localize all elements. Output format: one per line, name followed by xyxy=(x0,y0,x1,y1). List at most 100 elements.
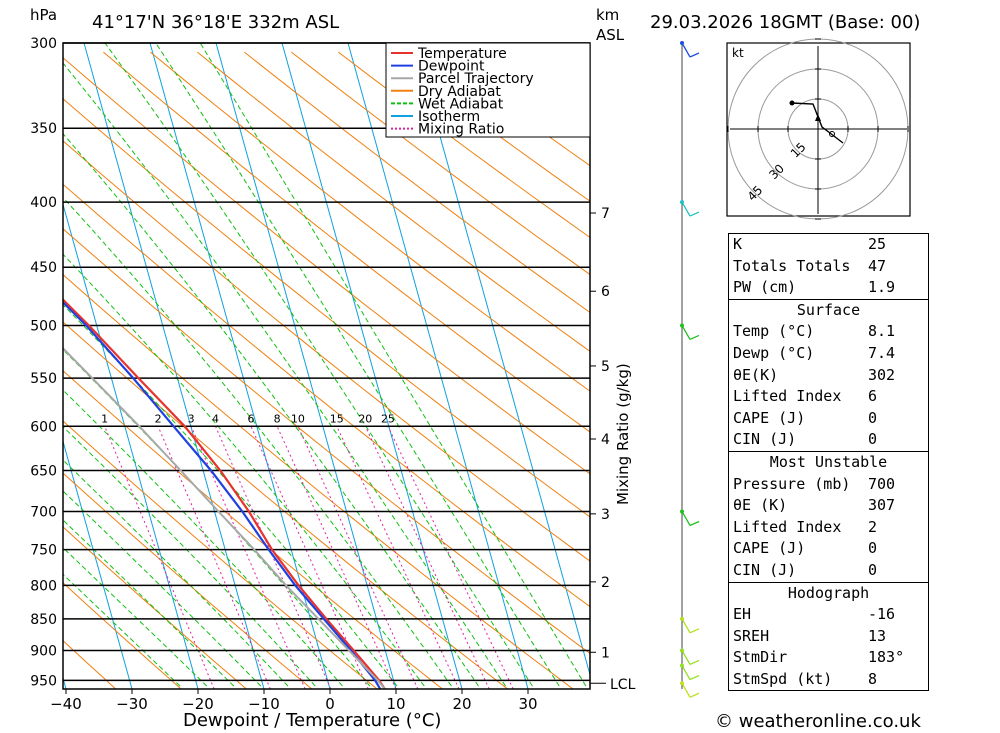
wind-barb-staff xyxy=(681,201,691,217)
pressure-tick-label: 350 xyxy=(30,121,57,137)
pressure-tick-label: 750 xyxy=(30,543,57,559)
hodograph-storm-marker xyxy=(829,131,835,137)
hodo-row: StmSpd (kt) 8 xyxy=(733,669,878,688)
hodo-row: StmDir 183° xyxy=(733,648,905,667)
km-tick-label: 6 xyxy=(601,284,610,300)
isotherm-line xyxy=(63,202,199,689)
dry-adiabat-line xyxy=(338,51,590,239)
wind-barb xyxy=(680,200,700,217)
wind-barb-staff xyxy=(681,665,691,680)
hodograph-storm-arrow xyxy=(815,114,821,121)
temperature-tick-label: 20 xyxy=(452,695,471,713)
pressure-tick-label: 950 xyxy=(30,673,57,689)
temperature-tick-label: −20 xyxy=(182,695,214,713)
mixing-ratio-label: 4 xyxy=(212,412,219,425)
legend-entry: Wet Adiabat xyxy=(418,96,504,112)
wind-barb xyxy=(680,509,700,527)
wind-barb-flag xyxy=(689,334,700,341)
mixing-ratio-label: 1 xyxy=(101,412,108,425)
pressure-tick-label: 800 xyxy=(30,578,57,594)
wind-barb-flag xyxy=(689,211,700,217)
isotherm-line xyxy=(83,43,265,689)
wind-barb xyxy=(680,41,700,58)
asl-label: ASL xyxy=(596,26,625,44)
wind-barb-staff xyxy=(681,650,691,665)
wind-barb xyxy=(680,663,700,681)
dry-adiabat-line xyxy=(63,420,378,689)
location-title: 41°17'N 36°18'E 332m ASL xyxy=(92,12,339,33)
dry-adiabat-line xyxy=(63,639,117,689)
isotherm-line xyxy=(149,43,331,689)
wind-barb-flag xyxy=(689,659,700,666)
surface-row: CIN (J) 0 xyxy=(733,430,878,449)
dry-adiabat-line xyxy=(150,51,590,392)
wind-barb-flag xyxy=(689,674,700,681)
pressure-tick-label: 650 xyxy=(30,464,57,480)
pressure-tick-label: 400 xyxy=(30,195,57,211)
dry-adiabat-line xyxy=(63,370,443,689)
most-unstable-title: Most Unstable xyxy=(729,450,928,474)
hodo-row: SREH 13 xyxy=(733,626,887,645)
dry-adiabat-line xyxy=(197,51,590,352)
legend-entry: Isotherm xyxy=(418,109,480,125)
dry-adiabat-line xyxy=(63,274,574,689)
pressure-tick-label: 550 xyxy=(30,371,57,387)
wind-barb xyxy=(680,648,700,666)
hodograph-trace xyxy=(791,102,844,144)
km-axis: 1 2 3 4 5 6 7 xyxy=(590,206,610,684)
km-tick-label: 4 xyxy=(601,432,610,448)
hodograph-table-title: Hodograph xyxy=(729,581,928,605)
legend-entry: Mixing Ratio xyxy=(418,122,504,138)
mu-row: CIN (J) 0 xyxy=(733,560,878,579)
temperature-tick-label: −30 xyxy=(116,695,148,713)
x-axis-label: Dewpoint / Temperature (°C) xyxy=(183,710,441,731)
surface-row: Lifted Index 6 xyxy=(733,387,878,406)
sounding-profiles xyxy=(63,298,386,689)
wet-adiabat-line xyxy=(199,43,587,687)
wind-barb xyxy=(680,616,700,634)
copyright-footer: © weatheronline.co.uk xyxy=(715,711,921,732)
isotherm-line xyxy=(63,439,133,689)
mixing-ratio-label: 10 xyxy=(291,412,305,425)
isobar-lines xyxy=(63,42,590,682)
dry-adiabat-line xyxy=(63,57,590,475)
km-tick-label: 1 xyxy=(601,645,610,661)
mixing-ratio-label: 20 xyxy=(358,412,372,425)
mu-row: θE (K) 307 xyxy=(733,496,896,515)
surface-title: Surface xyxy=(729,298,928,322)
wet-adiabat-line xyxy=(155,43,560,687)
indices-table: K 25 Totals Totals 47 PW (cm) 1.9 Surface T… xyxy=(728,233,929,692)
mixing-ratio-line xyxy=(364,426,490,689)
pressure-tick-label: 700 xyxy=(30,504,57,520)
temperature-tick-label: 10 xyxy=(386,695,405,713)
isotherm-line xyxy=(347,43,529,689)
surface-row: θE(K) 302 xyxy=(733,365,896,384)
pressure-tick-label: 300 xyxy=(30,36,57,52)
temperature-tick-label: −40 xyxy=(50,695,82,713)
isotherm-line xyxy=(413,43,590,677)
wind-barb-staff xyxy=(681,618,691,634)
km-label: km xyxy=(596,6,619,24)
dry-adiabat-line xyxy=(63,228,590,655)
temperature-tick-label: 30 xyxy=(518,695,537,713)
legend-entry: Temperature xyxy=(417,46,507,62)
hodo-row: EH -16 xyxy=(733,605,896,624)
mixing-ratio-line xyxy=(336,426,460,689)
mixing-ratio-label: 25 xyxy=(381,412,395,425)
hodograph-end-dot xyxy=(789,100,795,106)
legend-box xyxy=(385,42,591,138)
dry-adiabat-line xyxy=(103,51,590,433)
mu-row: CAPE (J) 0 xyxy=(733,539,878,558)
dry-adiabat-line xyxy=(63,321,509,689)
dry-adiabat-line xyxy=(63,472,313,689)
wet-adiabat-line xyxy=(63,573,181,687)
pressure-axis: 300 350 400 450 500 550 600 650 700 750 800 850 900 9… xyxy=(30,36,57,689)
datetime-label: 29.03.2026 18GMT (Base: 00) xyxy=(650,12,920,33)
legend-entry: Dewpoint xyxy=(418,59,485,75)
index-row-totals: Totals Totals 47 xyxy=(733,256,887,275)
index-row-k: K 25 xyxy=(733,235,887,253)
surface-row: Temp (°C) 8.1 xyxy=(733,322,896,341)
wet-adiabat-line xyxy=(63,62,506,687)
mu-row: Lifted Index 2 xyxy=(733,517,878,536)
